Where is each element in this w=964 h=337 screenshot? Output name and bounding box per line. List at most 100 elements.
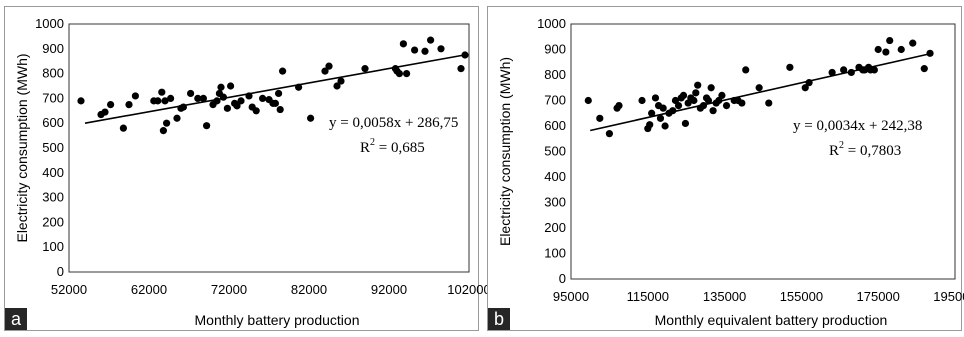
data-point (179, 103, 187, 111)
data-point (295, 83, 303, 91)
data-point (276, 105, 284, 114)
data-point (219, 93, 227, 101)
y-tick-label: 800 (544, 67, 566, 82)
trend-line (84, 54, 466, 124)
panel-label-a: a (5, 308, 27, 330)
data-point (325, 62, 333, 70)
data-point (909, 39, 917, 47)
data-point (638, 96, 646, 105)
y-tick-label: 300 (42, 190, 64, 205)
x-tick-label: 95000 (553, 289, 589, 304)
data-point (461, 51, 469, 59)
data-point (742, 66, 750, 74)
data-point (227, 82, 235, 90)
data-point (681, 119, 690, 128)
data-point (656, 114, 665, 122)
data-point (199, 94, 207, 102)
data-point (163, 119, 171, 127)
data-point (203, 122, 211, 130)
data-point (805, 79, 813, 87)
data-point (421, 47, 429, 55)
data-point (897, 45, 905, 54)
data-point (427, 36, 435, 44)
data-point (213, 97, 221, 105)
x-tick-label: 155000 (780, 289, 823, 304)
data-point (886, 36, 894, 45)
data-point (307, 114, 315, 122)
panel-label-b: b (488, 308, 510, 330)
data-point (648, 109, 656, 117)
y-tick-label: 600 (544, 118, 566, 133)
y-axis-label: Electricity consumption (MWh) (14, 53, 30, 242)
data-point (271, 99, 279, 107)
y-tick-label: 500 (544, 144, 566, 159)
data-point (158, 88, 166, 96)
data-point (584, 96, 592, 105)
y-tick-label: 0 (559, 271, 566, 286)
x-tick-label: 135000 (703, 289, 746, 304)
x-tick-label: 62000 (131, 282, 167, 297)
r-squared-label: R2 = 0,7803 (829, 140, 901, 159)
data-point (709, 107, 717, 115)
data-point (245, 92, 253, 100)
data-point (920, 65, 928, 73)
data-point (615, 102, 623, 110)
data-point (718, 91, 726, 99)
scatter-plot-b: 0 100 200 300 400 500 600 700 800 900 1000 95000 115… (497, 16, 964, 328)
data-point (233, 102, 241, 110)
data-point (333, 82, 341, 90)
x-tick-label: 72000 (211, 282, 247, 297)
y-tick-label: 1000 (35, 16, 64, 31)
data-point (661, 122, 669, 130)
data-point (395, 70, 403, 78)
x-axis-label: Monthly battery production (195, 312, 360, 328)
data-point (187, 89, 195, 98)
chart-panel-a: 0 100 200 300 400 500 600 700 800 900 1000 52000 620… (4, 6, 491, 331)
x-tick-label: 175000 (857, 289, 900, 304)
y-tick-label: 700 (42, 90, 64, 105)
y-tick-label: 800 (42, 66, 64, 81)
data-point (217, 83, 225, 91)
y-tick-label: 1000 (537, 16, 566, 31)
data-point (674, 102, 683, 110)
data-point (786, 63, 794, 71)
scatter-plot-a: 0 100 200 300 400 500 600 700 800 900 1000 52000 620… (14, 16, 491, 328)
data-point (125, 101, 133, 109)
y-tick-label: 300 (544, 195, 566, 210)
data-point (161, 97, 169, 105)
data-point (659, 104, 667, 112)
data-point (605, 130, 613, 138)
x-tick-label: 115000 (627, 289, 669, 304)
data-point (154, 97, 162, 105)
y-axis-label: Electricity consumption (MWh) (497, 57, 513, 246)
data-point (173, 114, 181, 122)
chart-panel-b: 0 100 200 300 400 500 600 700 800 900 1000 95000 115… (487, 6, 964, 331)
data-point (101, 108, 109, 116)
y-tick-label: 0 (57, 264, 64, 279)
x-tick-label: 195000 (933, 289, 964, 304)
data-point (131, 92, 139, 100)
data-point (437, 45, 445, 53)
y-tick-label: 600 (42, 115, 64, 130)
r-squared-label: R2 = 0,685 (360, 137, 425, 156)
data-point (361, 65, 369, 73)
y-tick-label: 200 (544, 220, 566, 235)
data-point (167, 94, 175, 102)
trend-equation: y = 0,0058x + 286,75 (329, 115, 458, 131)
x-tick-label: 52000 (51, 282, 87, 297)
data-point (669, 107, 677, 115)
data-point (77, 97, 85, 105)
data-point (107, 101, 115, 109)
data-point (275, 89, 283, 98)
data-point (596, 114, 604, 122)
data-point (704, 96, 713, 105)
data-point (882, 48, 890, 56)
data-point (403, 70, 411, 78)
data-point (223, 104, 231, 112)
data-point (847, 68, 855, 77)
data-point (337, 77, 345, 85)
data-point (870, 66, 878, 74)
y-tick-label: 400 (544, 169, 566, 184)
data-point (321, 67, 329, 75)
data-point (411, 46, 419, 54)
